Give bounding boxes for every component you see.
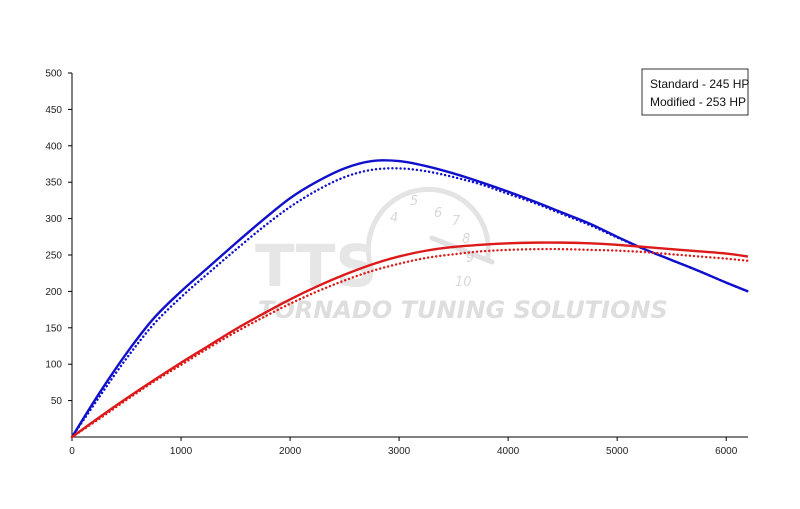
y-tick-label: 200: [45, 287, 62, 298]
y-tick-label: 350: [45, 178, 62, 189]
x-tick-label: 1000: [170, 446, 193, 457]
legend-box: [641, 68, 749, 116]
x-tick-label: 0: [69, 446, 75, 457]
gauge-number: 8: [462, 232, 470, 247]
y-tick-label: 150: [45, 323, 62, 334]
watermark-logo: 4 5 6 7 8 9 10 TTS TORNADO TUNING SOLUTI…: [255, 186, 668, 324]
series-line-dotted-1: [70, 167, 750, 439]
x-tick-label: 4000: [497, 446, 520, 457]
watermark-logo-text: TTS: [255, 232, 377, 300]
gauge-arc: [365, 186, 491, 271]
y-tick-label: 50: [51, 396, 63, 407]
y-tick-label: 500: [45, 69, 62, 80]
series-line-dotted-3: [70, 247, 750, 439]
legend-entry: Modified - 253 HP: [650, 95, 746, 109]
gauge-number: 6: [434, 206, 442, 221]
y-tick-label: 250: [45, 251, 62, 262]
y-tick-label: 300: [45, 214, 62, 225]
gauge-number: 10: [455, 275, 472, 290]
x-tick-label: 6000: [715, 446, 738, 457]
gauge-number: 4: [390, 211, 398, 226]
gauge-needle: [429, 235, 495, 265]
legend-entry: Standard - 245 HP: [650, 77, 749, 91]
legend: Standard - 245 HP Modified - 253 HP: [641, 68, 749, 116]
y-tick-label: 100: [45, 360, 62, 371]
series-line-solid-2: [71, 241, 749, 438]
gauge-number: 9: [466, 251, 474, 266]
watermark-company-text: TORNADO TUNING SOLUTIONS: [258, 296, 668, 324]
gauge-number: 5: [410, 194, 418, 209]
x-tick-label: 3000: [388, 446, 411, 457]
x-tick-label: 5000: [606, 446, 629, 457]
gauge-number: 7: [452, 214, 461, 229]
x-tick-label: 2000: [279, 446, 302, 457]
y-tick-label: 400: [45, 141, 62, 152]
series-line-solid-0: [70, 159, 749, 438]
y-tick-label: 450: [45, 105, 62, 116]
